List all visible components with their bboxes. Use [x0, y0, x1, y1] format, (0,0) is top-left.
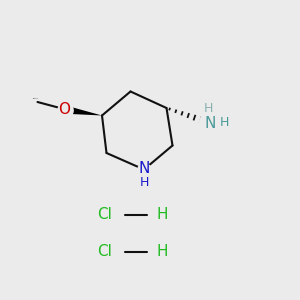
- Text: H: H: [204, 102, 213, 115]
- Text: Cl: Cl: [98, 244, 112, 260]
- Text: methoxy: methoxy: [33, 98, 39, 99]
- Text: N: N: [138, 161, 150, 176]
- Text: N: N: [204, 116, 216, 130]
- Text: Cl: Cl: [98, 207, 112, 222]
- Text: H: H: [139, 176, 149, 189]
- Polygon shape: [64, 105, 102, 116]
- Text: H: H: [220, 116, 229, 130]
- Text: H: H: [156, 207, 168, 222]
- Text: H: H: [156, 244, 168, 260]
- Text: O: O: [58, 102, 70, 117]
